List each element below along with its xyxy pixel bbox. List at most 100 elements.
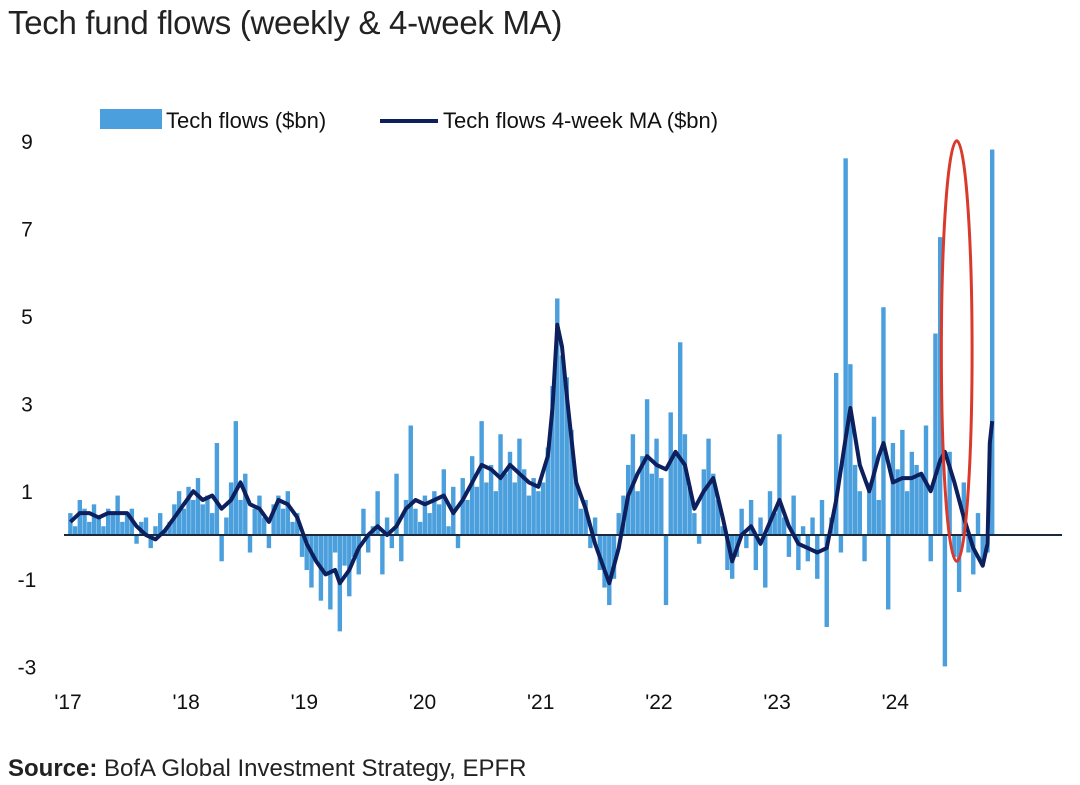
- bar-144: [748, 499, 754, 535]
- bar-52: [313, 535, 319, 562]
- bar-99: [536, 491, 541, 535]
- bar-32: [219, 535, 224, 562]
- bar-176: [900, 429, 905, 535]
- x-tick-label: '22: [645, 691, 672, 714]
- bar-195: [989, 149, 995, 535]
- bar-126: [663, 535, 669, 606]
- bar-136: [711, 473, 716, 535]
- bar-11: [120, 521, 125, 535]
- bar-173: [885, 535, 891, 610]
- y-tick-label: -1: [18, 569, 37, 592]
- bar-69: [394, 473, 399, 535]
- bar-65: [375, 491, 380, 535]
- bar-171: [876, 499, 881, 535]
- bar-91: [498, 434, 503, 535]
- bar-93: [507, 451, 513, 535]
- bar-73: [413, 508, 418, 535]
- bar-102: [550, 386, 555, 535]
- bar-39: [252, 508, 257, 535]
- x-tick-label: '24: [882, 691, 910, 714]
- bar-31: [214, 443, 220, 535]
- y-tick-label: 3: [21, 394, 33, 417]
- bar-128: [673, 451, 678, 535]
- legend-bar-swatch: [100, 109, 162, 129]
- x-axis-ticks: '17 '18 '19 '20 '21 '22 '23 '24: [54, 691, 909, 714]
- bar-92: [503, 473, 508, 535]
- bar-28: [200, 504, 205, 535]
- bar-26: [191, 499, 196, 535]
- bar-83: [460, 478, 465, 535]
- bar-153: [791, 495, 796, 535]
- bar-36: [238, 499, 243, 535]
- bar-95: [517, 438, 522, 535]
- bar-78: [436, 504, 442, 535]
- bar-41: [261, 517, 267, 535]
- bar-105: [564, 377, 569, 535]
- bar-152: [786, 535, 792, 557]
- bar-115: [611, 535, 617, 579]
- bar-146: [758, 517, 763, 535]
- bar-94: [512, 482, 517, 535]
- x-tick-label: '17: [54, 691, 81, 714]
- bar-104: [559, 355, 565, 535]
- bar-76: [427, 513, 432, 535]
- bar-142: [739, 508, 744, 535]
- bar-88: [484, 482, 489, 535]
- bar-75: [422, 495, 428, 535]
- bar-72: [408, 425, 413, 535]
- bar-157: [810, 517, 815, 535]
- bar-190: [966, 535, 971, 553]
- bar-0: [68, 513, 73, 535]
- bar-30: [209, 513, 215, 535]
- bar-189: [961, 482, 967, 535]
- bar-116: [616, 513, 621, 535]
- bar-111: [592, 517, 598, 535]
- bar-134: [701, 469, 707, 535]
- source-note: Source: BofA Global Investment Strategy,…: [8, 755, 526, 783]
- bar-125: [659, 478, 664, 535]
- bar-3: [82, 508, 87, 535]
- bar-27: [195, 478, 201, 535]
- bar-61: [356, 535, 361, 575]
- y-axis-ticks: -3 -1 1 3 5 7 9: [18, 131, 37, 680]
- chart-title: Tech fund flows (weekly & 4-week MA): [8, 4, 563, 41]
- bar-174: [890, 443, 896, 535]
- bar-71: [403, 499, 409, 535]
- bar-60: [351, 535, 357, 557]
- bar-162: [833, 372, 839, 535]
- bar-16: [143, 517, 149, 535]
- bar-167: [857, 491, 863, 535]
- bar-172: [881, 307, 886, 535]
- bar-178: [909, 451, 915, 535]
- bar-82: [455, 535, 461, 549]
- bar-101: [545, 447, 551, 535]
- bar-series: [68, 149, 995, 667]
- bar-133: [696, 535, 702, 544]
- bar-177: [904, 491, 910, 535]
- bar-185: [942, 535, 948, 667]
- bar-132: [692, 513, 697, 535]
- bar-109: [583, 499, 588, 535]
- bar-18: [153, 526, 158, 535]
- bar-121: [640, 456, 645, 535]
- bar-58: [342, 535, 347, 566]
- bar-164: [843, 158, 848, 535]
- bar-17: [148, 535, 153, 549]
- bar-192: [975, 513, 981, 535]
- bar-34: [228, 482, 234, 535]
- bar-54: [323, 535, 328, 575]
- bar-51: [309, 535, 314, 588]
- legend-line-label: Tech flows 4-week MA ($bn): [443, 108, 718, 133]
- bar-123: [649, 473, 655, 535]
- bar-4: [87, 521, 92, 535]
- bar-191: [971, 535, 976, 575]
- bar-103: [555, 298, 560, 535]
- bar-148: [767, 491, 773, 535]
- bar-42: [266, 535, 272, 549]
- bar-86: [474, 486, 480, 535]
- bar-90: [493, 491, 499, 535]
- x-tick-label: '21: [527, 691, 554, 714]
- bar-113: [602, 535, 607, 588]
- bar-122: [644, 399, 650, 535]
- bar-179: [914, 464, 919, 535]
